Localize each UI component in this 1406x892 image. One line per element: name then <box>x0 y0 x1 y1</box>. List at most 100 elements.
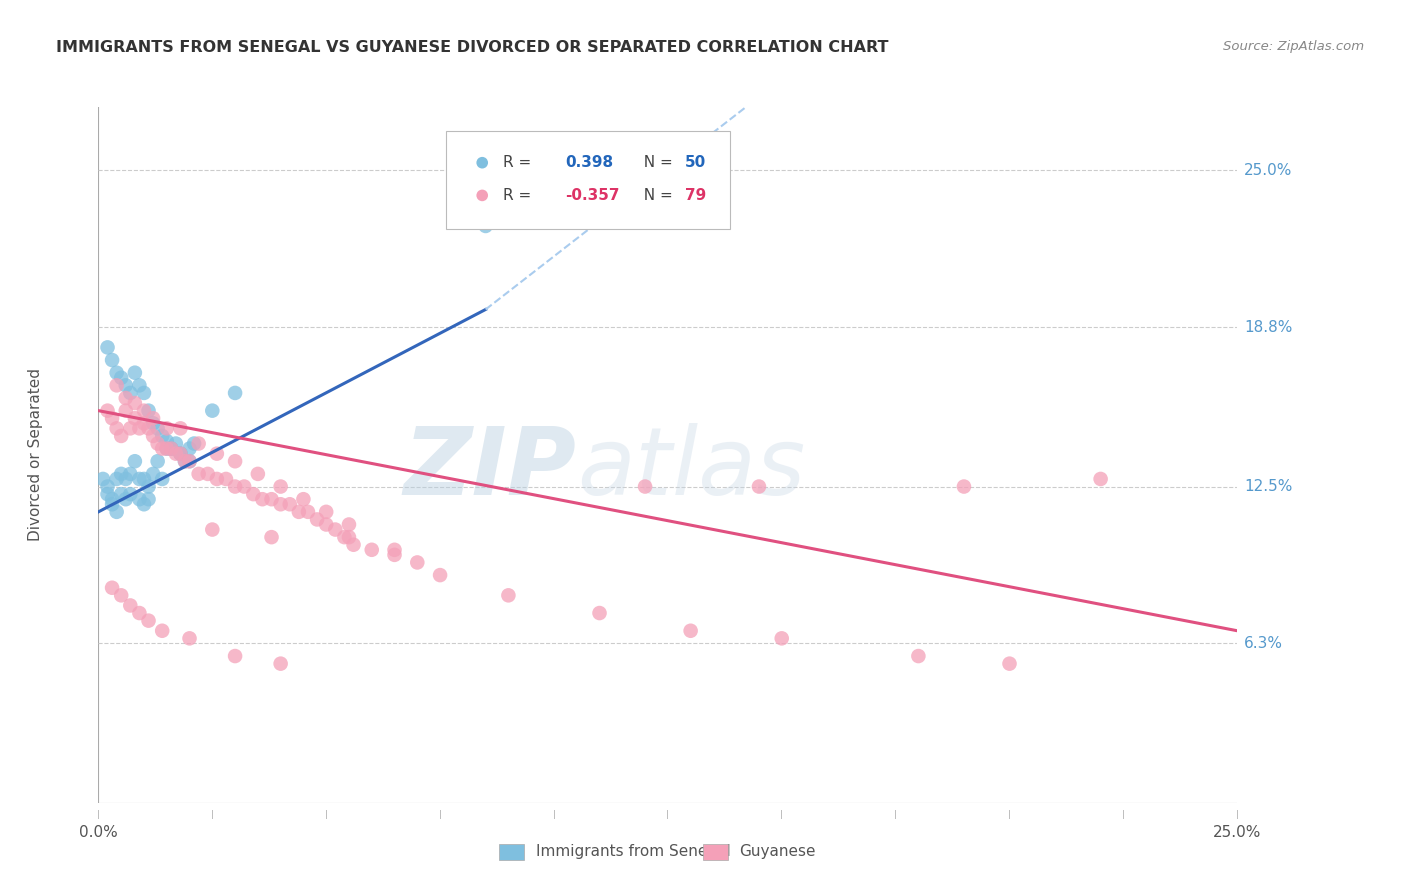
Point <box>179 442 201 456</box>
Text: |: | <box>780 810 783 819</box>
Point <box>110 429 132 443</box>
Point <box>201 403 224 417</box>
Text: atlas: atlas <box>576 424 806 515</box>
Text: 12.5%: 12.5% <box>1244 479 1292 494</box>
Point <box>105 421 128 435</box>
Point <box>748 479 770 493</box>
Point <box>315 517 337 532</box>
Point <box>224 454 246 468</box>
Text: |: | <box>439 810 441 819</box>
Point <box>120 599 142 613</box>
Text: 79: 79 <box>685 188 706 202</box>
Point <box>128 472 150 486</box>
Point <box>124 366 146 380</box>
Point <box>160 442 183 456</box>
Point <box>128 492 150 507</box>
Point <box>132 386 155 401</box>
Point <box>110 370 132 384</box>
Text: N =: N = <box>634 188 678 202</box>
Point <box>634 479 657 493</box>
Text: R =: R = <box>503 188 536 202</box>
Point <box>128 378 150 392</box>
Point <box>128 421 150 435</box>
Point <box>342 538 364 552</box>
Point <box>429 568 451 582</box>
Point <box>179 632 201 646</box>
Text: 50: 50 <box>685 155 706 170</box>
Point <box>156 442 179 456</box>
Point <box>998 657 1021 671</box>
Point <box>101 353 124 368</box>
Point <box>215 472 238 486</box>
Point <box>156 421 179 435</box>
Text: Guyanese: Guyanese <box>740 845 815 859</box>
Point <box>96 403 118 417</box>
Point <box>105 378 128 392</box>
Point <box>156 434 179 448</box>
Point <box>770 632 793 646</box>
Text: R =: R = <box>503 155 536 170</box>
Point <box>150 429 173 443</box>
Point <box>138 403 160 417</box>
Text: 25.0%: 25.0% <box>1244 163 1292 178</box>
Point <box>165 436 187 450</box>
Text: |: | <box>1236 810 1239 819</box>
Point <box>146 454 169 468</box>
FancyBboxPatch shape <box>446 131 731 229</box>
Text: |: | <box>1122 810 1125 819</box>
Point <box>907 648 929 663</box>
Point <box>142 467 165 481</box>
Point <box>270 657 292 671</box>
Text: Divorced or Separated: Divorced or Separated <box>28 368 42 541</box>
Text: 6.3%: 6.3% <box>1244 636 1284 651</box>
Point <box>205 472 228 486</box>
Text: 0.398: 0.398 <box>565 155 613 170</box>
Point <box>138 492 160 507</box>
Point <box>252 492 274 507</box>
Text: |: | <box>97 810 100 819</box>
Point <box>138 479 160 493</box>
Point <box>114 391 136 405</box>
Point <box>114 472 136 486</box>
Point <box>101 411 124 425</box>
Point <box>101 497 124 511</box>
Point <box>307 512 329 526</box>
Text: N =: N = <box>634 155 678 170</box>
Point <box>96 340 118 354</box>
Point <box>120 487 142 501</box>
Point <box>110 588 132 602</box>
Point <box>953 479 976 493</box>
Point <box>132 403 155 417</box>
Point <box>114 403 136 417</box>
Point <box>333 530 356 544</box>
Point <box>174 454 197 468</box>
Point <box>474 219 496 233</box>
Point <box>270 479 292 493</box>
Text: |: | <box>666 810 669 819</box>
Point <box>138 421 160 435</box>
Text: |: | <box>325 810 328 819</box>
Point <box>96 487 118 501</box>
Point <box>224 648 246 663</box>
Point <box>138 614 160 628</box>
Point <box>360 542 382 557</box>
Text: 0.0%: 0.0% <box>79 825 118 840</box>
Point <box>169 421 191 435</box>
Text: -0.357: -0.357 <box>565 188 620 202</box>
Point <box>150 624 173 638</box>
Point <box>169 447 191 461</box>
Point <box>197 467 219 481</box>
Point <box>120 386 142 401</box>
Text: |: | <box>553 810 555 819</box>
Point <box>160 442 183 456</box>
Point <box>233 479 256 493</box>
Point <box>114 492 136 507</box>
Text: |: | <box>1008 810 1011 819</box>
Text: Source: ZipAtlas.com: Source: ZipAtlas.com <box>1223 40 1364 54</box>
Point <box>114 378 136 392</box>
Point <box>150 472 173 486</box>
Point <box>169 447 191 461</box>
Point <box>270 497 292 511</box>
Point <box>679 624 702 638</box>
Point <box>142 411 165 425</box>
